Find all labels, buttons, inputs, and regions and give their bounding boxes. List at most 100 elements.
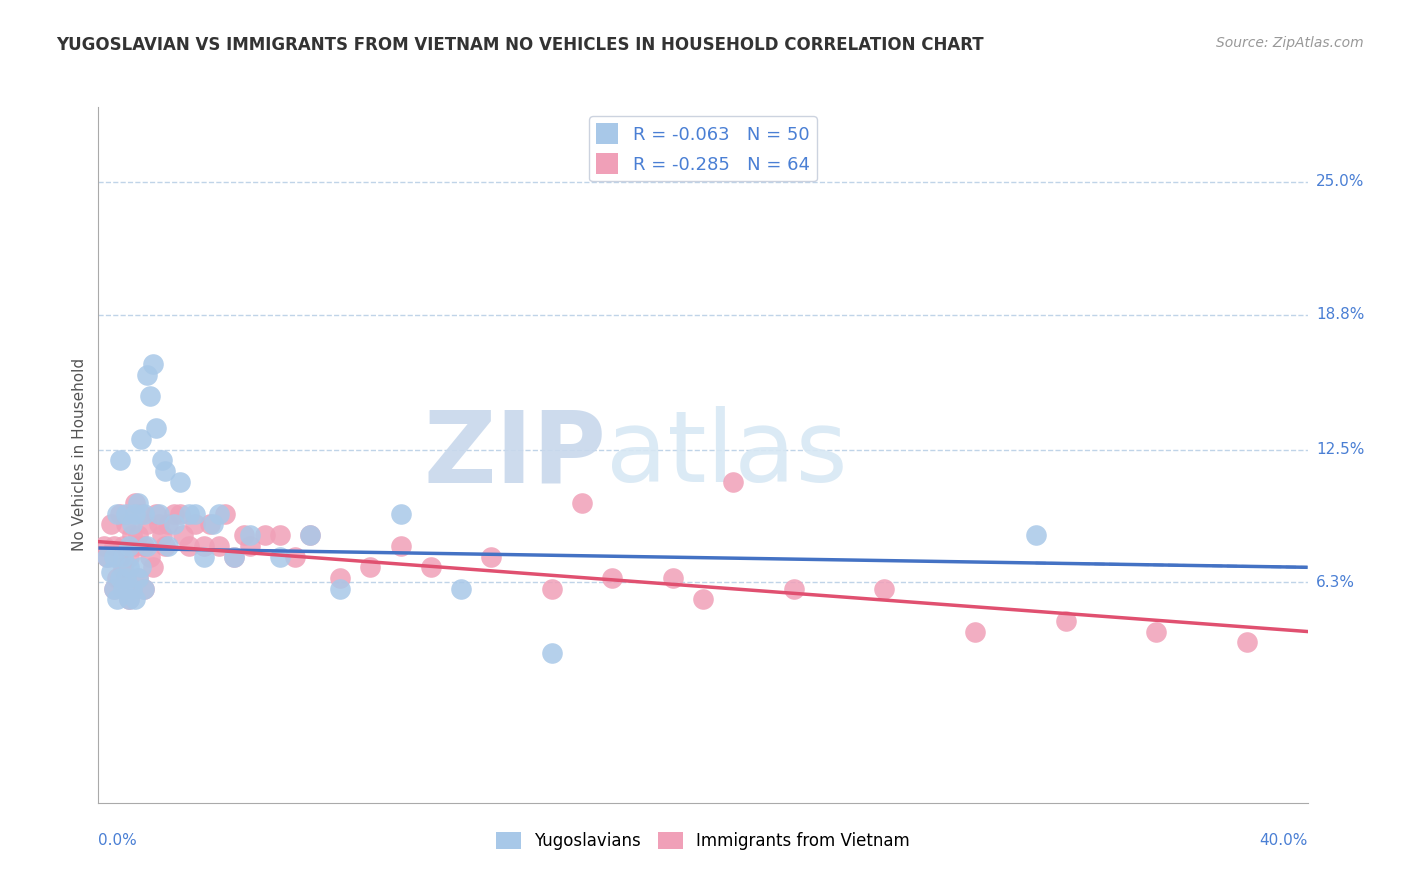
Text: 18.8%: 18.8% (1316, 307, 1364, 322)
Text: 25.0%: 25.0% (1316, 175, 1364, 189)
Point (200, 517, 222, 532)
Point (193, 539, 215, 553)
Point (129, 560, 152, 574)
Point (132, 539, 155, 553)
Point (571, 496, 593, 510)
Point (360, 560, 382, 574)
Point (965, 624, 987, 639)
Point (135, 539, 157, 553)
Point (153, 464, 176, 478)
Point (114, 517, 136, 532)
Point (108, 549, 131, 564)
Point (114, 507, 136, 521)
Point (163, 507, 186, 521)
Y-axis label: No Vehicles in Household: No Vehicles in Household (72, 359, 87, 551)
Point (269, 528, 291, 542)
Point (208, 507, 231, 521)
Point (661, 571, 683, 585)
Point (132, 582, 155, 596)
Point (1144, 624, 1167, 639)
Point (127, 528, 149, 542)
Point (124, 507, 146, 521)
Point (100, 565, 122, 579)
Point (540, 582, 562, 596)
Point (127, 571, 149, 585)
Text: 40.0%: 40.0% (1260, 833, 1308, 848)
Point (132, 507, 155, 521)
Point (108, 571, 131, 585)
Point (329, 571, 352, 585)
Point (142, 357, 165, 371)
Point (111, 549, 134, 564)
Point (111, 560, 134, 574)
Point (114, 571, 136, 585)
Point (118, 592, 141, 607)
Point (129, 507, 152, 521)
Point (96, 549, 118, 564)
Text: 12.5%: 12.5% (1316, 442, 1364, 457)
Point (135, 517, 157, 532)
Point (100, 517, 122, 532)
Point (111, 582, 134, 596)
Point (156, 539, 179, 553)
Point (540, 646, 562, 660)
Point (150, 453, 173, 467)
Point (93, 539, 115, 553)
Point (1236, 635, 1258, 649)
Point (148, 517, 170, 532)
Text: 0.0%: 0.0% (98, 833, 138, 848)
Point (782, 582, 804, 596)
Point (450, 582, 472, 596)
Point (132, 582, 155, 596)
Point (269, 549, 291, 564)
Point (1054, 614, 1077, 628)
Point (873, 582, 896, 596)
Point (239, 539, 262, 553)
Point (177, 539, 201, 553)
Point (139, 389, 162, 403)
Point (145, 421, 167, 435)
Point (224, 549, 246, 564)
Point (184, 507, 207, 521)
Point (118, 592, 141, 607)
Point (172, 528, 194, 542)
Point (214, 507, 236, 521)
Text: 6.3%: 6.3% (1316, 574, 1355, 590)
Point (169, 475, 191, 489)
Point (299, 528, 322, 542)
Point (129, 432, 152, 446)
Point (124, 592, 146, 607)
Point (105, 507, 128, 521)
Point (148, 507, 170, 521)
Text: Source: ZipAtlas.com: Source: ZipAtlas.com (1216, 36, 1364, 50)
Point (184, 517, 207, 532)
Point (389, 507, 412, 521)
Point (114, 571, 136, 585)
Point (103, 582, 125, 596)
Point (419, 560, 441, 574)
Point (163, 517, 186, 532)
Point (121, 528, 143, 542)
Point (135, 368, 157, 382)
Point (389, 539, 412, 553)
Point (127, 571, 149, 585)
Point (142, 560, 165, 574)
Point (118, 539, 141, 553)
Point (284, 549, 307, 564)
Point (299, 528, 322, 542)
Point (193, 549, 215, 564)
Point (105, 571, 128, 585)
Point (124, 539, 146, 553)
Text: YUGOSLAVIAN VS IMMIGRANTS FROM VIETNAM NO VEHICLES IN HOUSEHOLD CORRELATION CHAR: YUGOSLAVIAN VS IMMIGRANTS FROM VIETNAM N… (56, 36, 984, 54)
Point (1024, 528, 1046, 542)
Point (239, 528, 262, 542)
Point (177, 507, 201, 521)
Point (121, 582, 143, 596)
Point (139, 549, 162, 564)
Point (253, 528, 276, 542)
Point (124, 496, 146, 510)
Point (145, 507, 167, 521)
Point (202, 517, 225, 532)
Point (150, 528, 173, 542)
Point (153, 539, 176, 553)
